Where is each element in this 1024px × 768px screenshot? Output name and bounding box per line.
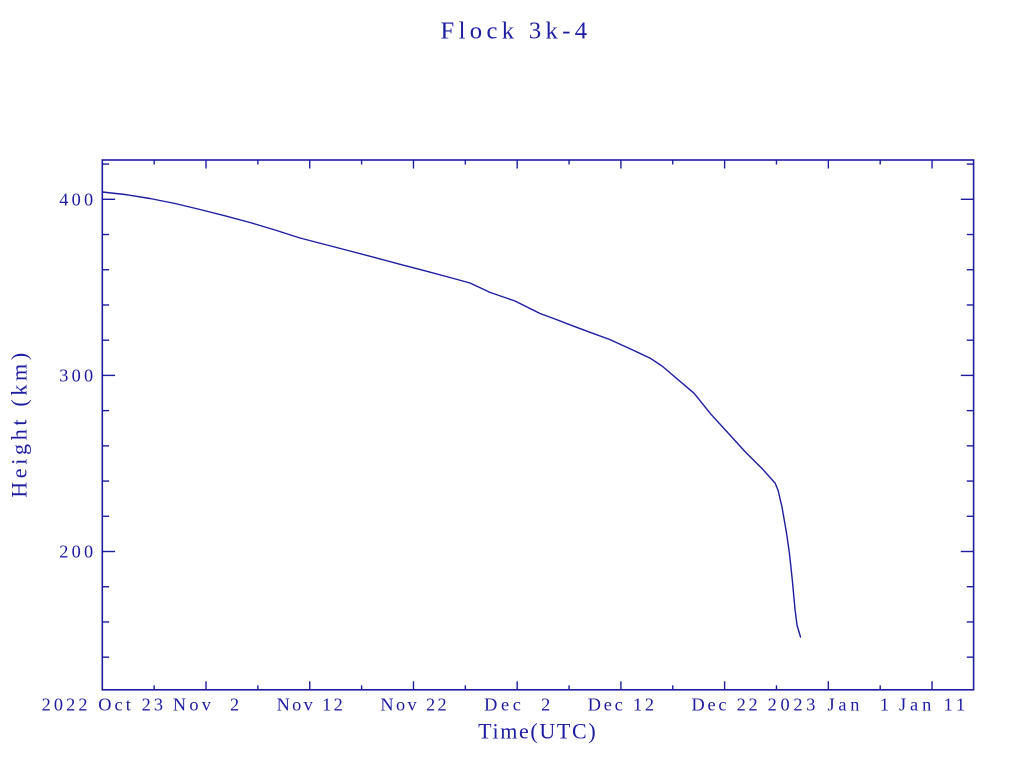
svg-text:Jan 11: Jan 11	[899, 694, 965, 714]
svg-text:Nov 2: Nov 2	[173, 694, 239, 714]
svg-text:Nov 22: Nov 22	[380, 694, 446, 714]
svg-text:Dec 22: Dec 22	[692, 694, 758, 714]
svg-text:Dec 2: Dec 2	[484, 694, 550, 714]
svg-text:Nov 12: Nov 12	[277, 694, 343, 714]
svg-text:2022 Oct 23: 2022 Oct 23	[42, 694, 163, 714]
svg-text:2023 Jan 1: 2023 Jan 1	[768, 694, 889, 714]
svg-text:Height (km): Height (km)	[6, 353, 31, 498]
svg-text:400: 400	[59, 190, 93, 210]
svg-text:200: 200	[59, 542, 93, 562]
svg-text:Flock 3k-4: Flock 3k-4	[441, 18, 588, 45]
svg-text:Dec 12: Dec 12	[588, 694, 654, 714]
svg-text:Time(UTC): Time(UTC)	[478, 718, 596, 743]
svg-text:300: 300	[59, 366, 93, 386]
